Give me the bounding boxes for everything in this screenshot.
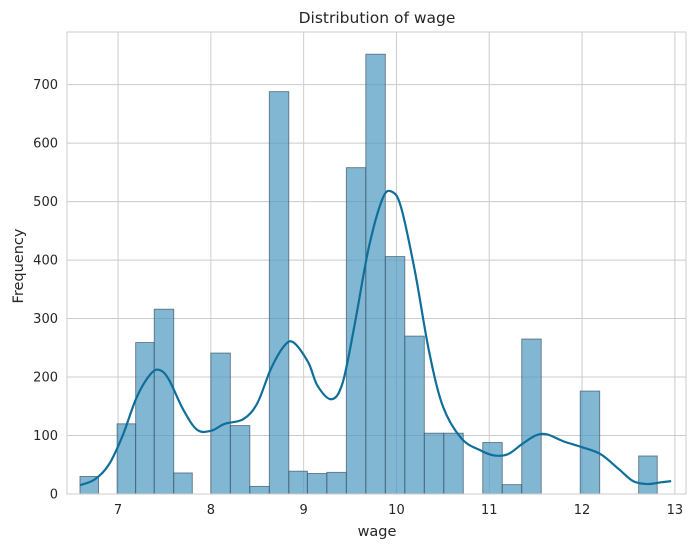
- histogram-bar: [288, 470, 308, 495]
- x-tick-label: 9: [300, 503, 308, 518]
- histogram-bar: [365, 53, 386, 495]
- histogram-bars: [79, 53, 658, 495]
- histogram-bar: [326, 471, 347, 495]
- histogram-bar: [116, 423, 137, 495]
- x-tick-label: 10: [388, 503, 405, 518]
- y-tick-label: 0: [50, 488, 58, 503]
- x-tick-label: 13: [667, 503, 684, 518]
- kde-curve: [79, 189, 672, 487]
- histogram-bar: [482, 442, 503, 495]
- histogram-bar: [638, 455, 658, 495]
- histogram-bar: [443, 432, 464, 495]
- chart-title: Distribution of wage: [299, 9, 456, 27]
- y-tick-label: 700: [33, 78, 58, 93]
- y-tick-label: 200: [33, 371, 58, 386]
- y-axis-ticks: 0 100 200 300 400 500 600 700: [33, 78, 58, 502]
- plot-frame: [66, 31, 687, 495]
- y-tick-label: 500: [33, 195, 58, 210]
- x-axis-ticks: 7 8 9 10 11 12 13: [114, 503, 683, 518]
- y-tick-label: 300: [33, 312, 58, 327]
- x-tick-label: 11: [481, 503, 498, 518]
- y-axis-label: Frequency: [11, 228, 27, 303]
- histogram-bar: [249, 485, 270, 495]
- histogram-bar: [423, 432, 445, 495]
- histogram-bar: [173, 472, 193, 495]
- x-tick-label: 12: [574, 503, 591, 518]
- x-tick-label: 7: [114, 503, 122, 518]
- histogram-bar: [135, 342, 155, 495]
- y-tick-label: 600: [33, 137, 58, 152]
- histogram-bar: [268, 91, 290, 495]
- histogram-bar: [384, 256, 406, 495]
- x-axis-label: wage: [358, 524, 397, 540]
- y-tick-label: 400: [33, 254, 58, 269]
- x-tick-label: 8: [207, 503, 215, 518]
- histogram-bar: [501, 484, 523, 495]
- histogram-bar: [229, 425, 251, 495]
- histogram-bar: [345, 167, 367, 495]
- histogram-bar: [579, 390, 601, 495]
- y-tick-label: 100: [33, 429, 58, 444]
- histogram-bar: [521, 338, 542, 495]
- histogram-bar: [404, 335, 425, 495]
- histogram-bar: [306, 473, 328, 495]
- histogram-bar: [153, 308, 175, 495]
